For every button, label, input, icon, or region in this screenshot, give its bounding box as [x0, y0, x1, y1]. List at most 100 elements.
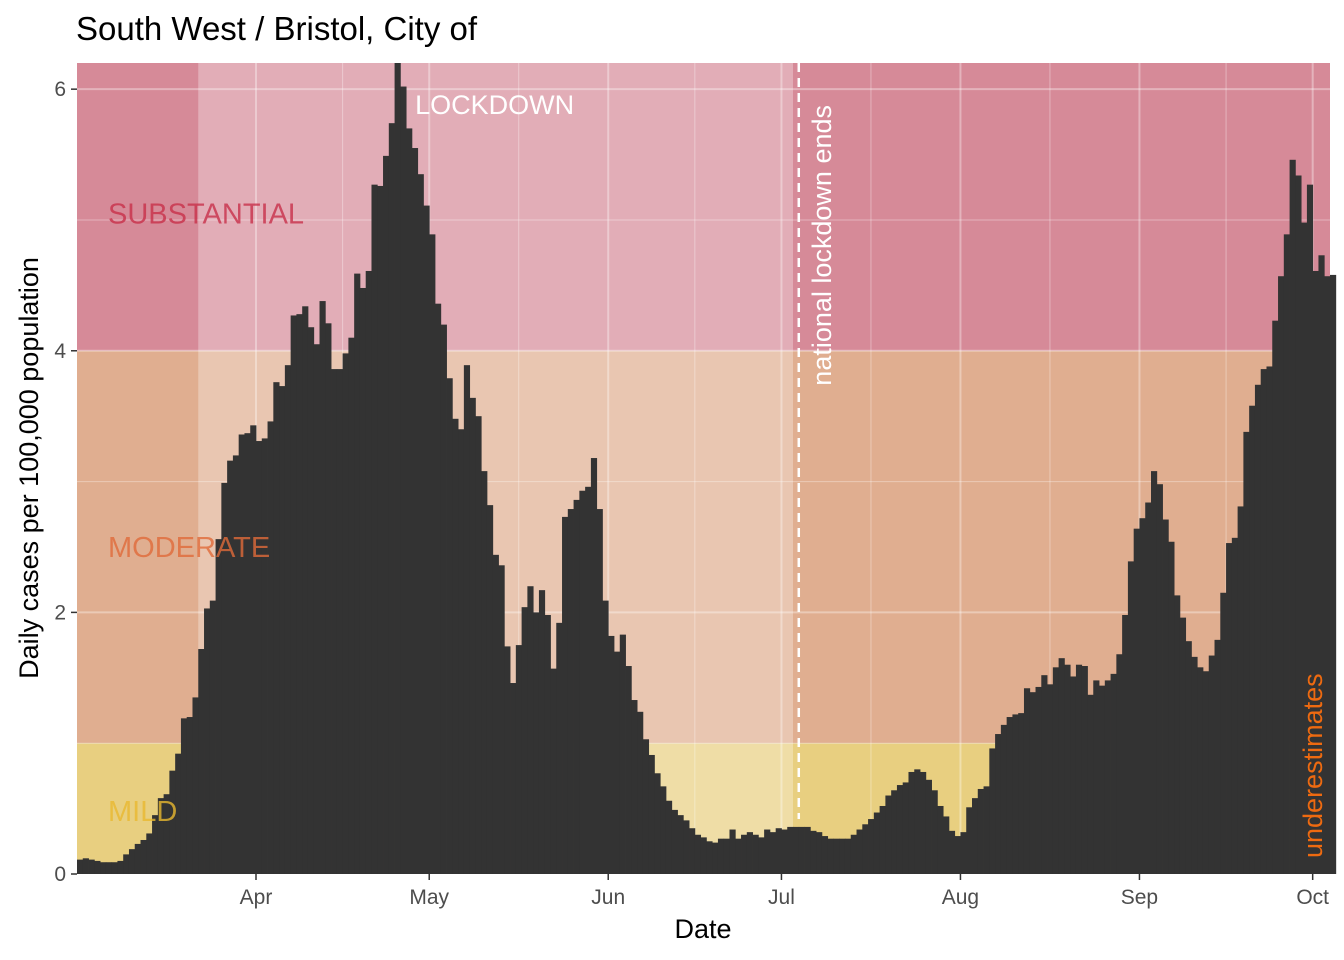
bar	[948, 830, 956, 874]
bar	[1041, 675, 1048, 874]
bar	[1104, 680, 1111, 874]
bar	[1133, 528, 1140, 874]
bar	[614, 651, 621, 874]
bar	[94, 860, 101, 874]
bar	[1139, 518, 1146, 874]
bar	[1208, 655, 1215, 874]
chart-title: South West / Bristol, City of	[76, 10, 478, 47]
bar	[417, 174, 424, 874]
bar	[1012, 714, 1019, 874]
bar	[798, 826, 805, 874]
bar	[637, 711, 644, 874]
bar	[983, 786, 990, 874]
bar	[238, 434, 245, 874]
y-tick-label: 6	[54, 78, 66, 101]
bar	[1266, 366, 1273, 874]
bar	[1116, 654, 1123, 874]
bar	[596, 509, 603, 874]
bar	[1052, 667, 1060, 874]
bar	[111, 862, 118, 874]
bar	[232, 455, 240, 874]
bar	[510, 683, 517, 874]
bar	[1064, 664, 1071, 874]
bar	[1151, 471, 1158, 874]
bar	[914, 769, 921, 874]
bar	[302, 306, 309, 874]
bar	[995, 734, 1002, 874]
bar	[486, 505, 494, 874]
bar	[152, 815, 159, 874]
bar	[1324, 276, 1331, 875]
bar	[1000, 724, 1008, 874]
y-tick-label: 2	[54, 601, 66, 624]
bar	[1018, 713, 1025, 874]
bar	[527, 586, 534, 874]
bar	[123, 854, 130, 874]
bar	[423, 205, 430, 874]
bar	[1226, 543, 1233, 874]
bar	[117, 860, 124, 874]
bar	[77, 859, 84, 874]
bar	[1162, 519, 1169, 874]
bar	[261, 438, 268, 874]
bar	[481, 471, 488, 874]
bar	[879, 805, 886, 874]
bar	[221, 482, 228, 874]
bar	[585, 486, 592, 874]
bar	[192, 697, 199, 874]
bar	[931, 790, 938, 874]
bar	[359, 287, 367, 875]
bar	[1145, 502, 1152, 874]
bar	[943, 816, 950, 874]
bar	[325, 323, 332, 875]
bar	[105, 862, 113, 874]
bar	[175, 753, 182, 874]
bar	[1179, 617, 1187, 874]
bar	[319, 301, 326, 874]
bar	[180, 718, 188, 874]
bar	[365, 270, 372, 874]
bar	[562, 516, 569, 874]
bar	[354, 273, 361, 874]
bar	[868, 819, 875, 874]
plot-panel: MILD MODERATE SUBSTANTIAL LOCKDOWN nationa…	[77, 63, 1337, 875]
bar	[752, 834, 759, 874]
bar	[163, 794, 170, 874]
bar	[290, 315, 297, 875]
bar	[515, 645, 523, 874]
bar	[1075, 664, 1083, 874]
x-axis-title: Date	[674, 914, 731, 944]
bar	[250, 425, 257, 874]
bar	[377, 185, 384, 874]
bar	[746, 832, 753, 874]
bar	[1306, 184, 1314, 874]
bar	[1202, 671, 1210, 874]
bar	[1312, 270, 1319, 874]
bar	[960, 832, 967, 874]
bar	[204, 608, 211, 874]
bar	[1122, 615, 1129, 874]
bar	[446, 378, 453, 874]
x-tick-label: Jul	[768, 886, 795, 909]
bar	[977, 788, 984, 874]
bar	[1087, 694, 1094, 874]
bar	[1156, 484, 1163, 874]
bar	[1185, 641, 1192, 874]
bar	[227, 460, 234, 874]
bar	[157, 798, 165, 874]
bar	[279, 386, 286, 874]
bar	[1220, 592, 1227, 874]
bar	[331, 369, 338, 874]
bar	[602, 600, 609, 874]
bar	[717, 838, 725, 874]
bar	[769, 832, 777, 874]
bar	[631, 700, 638, 874]
y-axis: 0 2 4 6	[54, 78, 77, 886]
bar	[556, 622, 563, 874]
bar	[1070, 676, 1077, 874]
bar	[411, 148, 419, 875]
bar	[608, 635, 615, 874]
bar	[1283, 234, 1290, 874]
bar	[440, 324, 447, 874]
bar	[550, 668, 557, 874]
